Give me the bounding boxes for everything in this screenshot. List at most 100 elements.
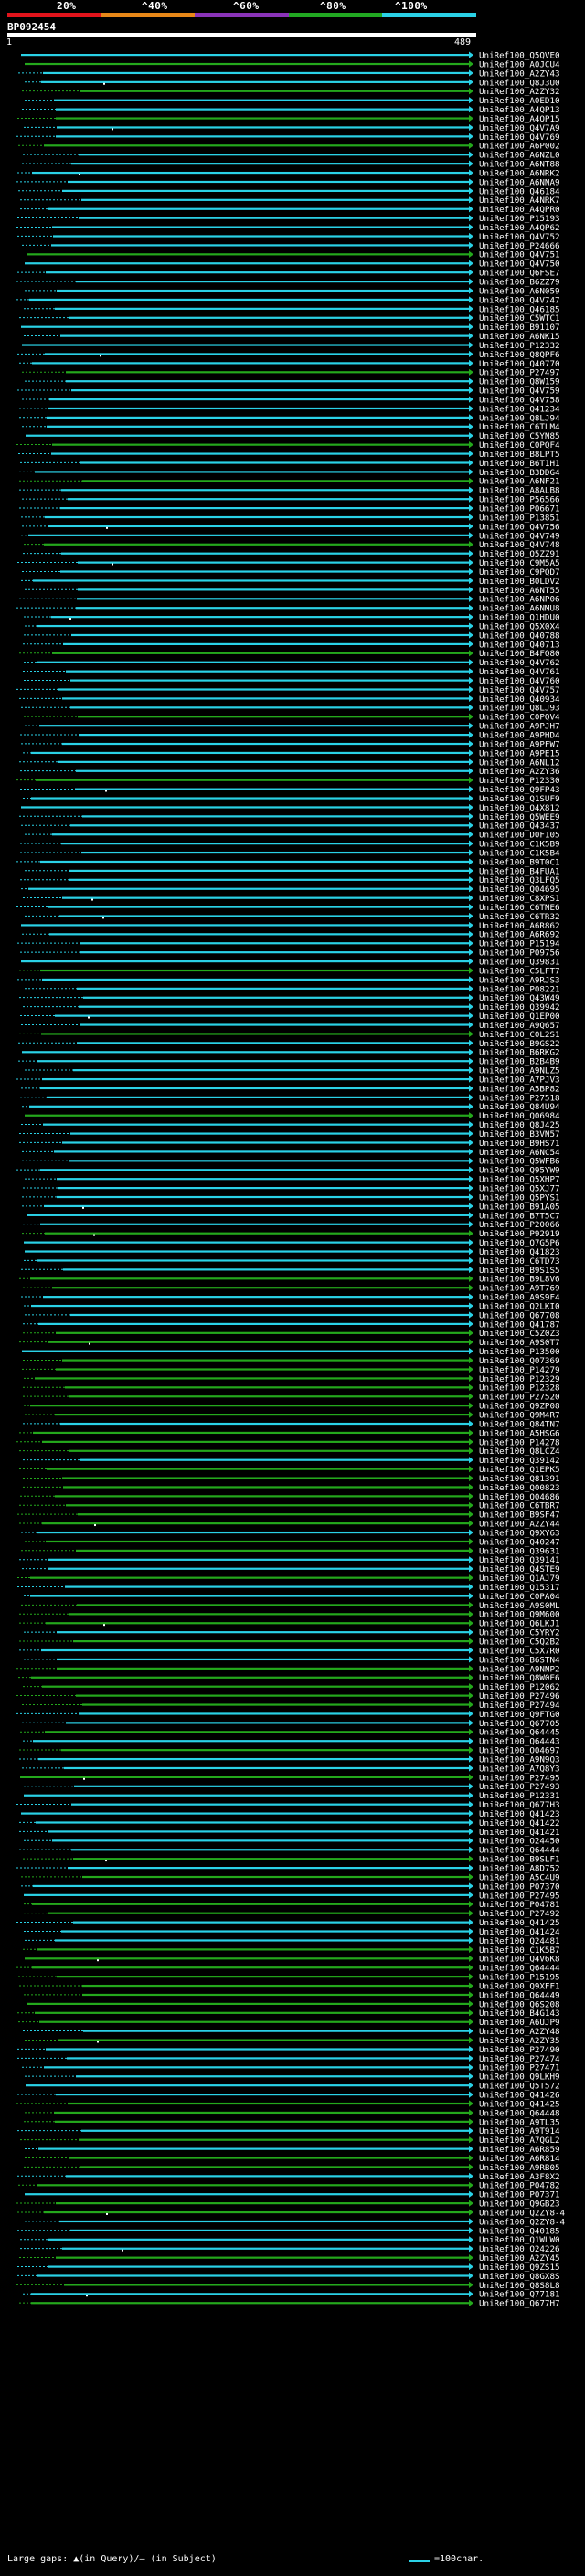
hit-row[interactable]: UniRef100_O24450 xyxy=(24,1837,560,1847)
hit-row[interactable]: UniRef100_A9PHD4 xyxy=(20,731,560,741)
hit-row[interactable]: UniRef100_Q1HDU0 xyxy=(24,613,560,623)
hit-row[interactable]: UniRef100_C0L2S1 xyxy=(19,1030,560,1040)
hit-row[interactable]: UniRef100_C5Q2B2 xyxy=(19,1638,560,1648)
hit-row[interactable]: UniRef100_P27495 xyxy=(24,1891,560,1901)
hit-row[interactable]: UniRef100_P27518 xyxy=(20,1093,560,1103)
hit-row[interactable]: UniRef100_Q4STE9 xyxy=(22,1564,560,1574)
hit-row[interactable]: UniRef100_Q4V750 xyxy=(25,260,560,270)
hit-row[interactable]: UniRef100_Q6FSE7 xyxy=(17,269,560,279)
hit-row[interactable]: UniRef100_P27490 xyxy=(17,2045,560,2055)
hit-row[interactable]: UniRef100_Q39141 xyxy=(19,1555,560,1565)
hit-row[interactable]: UniRef100_P07370 xyxy=(21,1882,560,1892)
hit-row[interactable]: UniRef100_Q46184 xyxy=(18,186,560,196)
hit-row[interactable]: UniRef100_A6NRK2 xyxy=(17,168,560,178)
hit-row[interactable]: UniRef100_P07371 xyxy=(25,2190,560,2200)
hit-row[interactable]: UniRef100_C5YRY2 xyxy=(24,1628,560,1638)
hit-row[interactable]: UniRef100_P14279 xyxy=(22,1365,560,1375)
hit-row[interactable]: UniRef100_Q4V752 xyxy=(17,232,560,242)
hit-row[interactable]: UniRef100_C0PQF4 xyxy=(16,440,560,451)
hit-row[interactable]: UniRef100_C8XPS1 xyxy=(23,894,560,904)
hit-row[interactable]: UniRef100_A9NNP2 xyxy=(16,1664,560,1674)
hit-row[interactable]: UniRef100_P12062 xyxy=(23,1682,560,1692)
hit-row[interactable]: UniRef100_Q41422 xyxy=(19,1818,560,1829)
hit-row[interactable]: UniRef100_A9T914 xyxy=(17,2126,560,2136)
hit-row[interactable]: UniRef100_A9Q657 xyxy=(21,1021,560,1031)
hit-row[interactable]: UniRef100_A8ALB8 xyxy=(19,486,560,496)
hit-row[interactable]: UniRef100_Q41421 xyxy=(19,1828,560,1838)
hit-row[interactable]: UniRef100_A7PJV3 xyxy=(16,1075,560,1085)
hit-row[interactable]: UniRef100_A4QP62 xyxy=(16,223,560,233)
hit-row[interactable]: UniRef100_A9PJH7 xyxy=(25,722,560,732)
hit-row[interactable]: UniRef100_Q43W49 xyxy=(19,993,560,1003)
hit-row[interactable]: UniRef100_P14278 xyxy=(16,1437,560,1447)
hit-row[interactable]: UniRef100_B4G143 xyxy=(17,2009,560,2019)
hit-row[interactable]: UniRef100_P08221 xyxy=(25,984,560,994)
hit-row[interactable]: UniRef100_A8D752 xyxy=(16,1864,560,1874)
hit-row[interactable]: UniRef100_Q2ZY8-4 xyxy=(17,2208,566,2218)
hit-row[interactable]: UniRef100_P27471 xyxy=(22,2063,560,2073)
hit-row[interactable]: UniRef100_P12328 xyxy=(23,1383,560,1394)
hit-row[interactable]: UniRef100_Q1SUF9 xyxy=(23,794,560,804)
hit-row[interactable]: UniRef100_A5HSG6 xyxy=(19,1428,560,1438)
hit-row[interactable]: UniRef100_Q677H3 xyxy=(16,1800,560,1810)
hit-row[interactable]: UniRef100_O04697 xyxy=(19,1746,560,1756)
hit-row[interactable]: UniRef100_Q677H7 xyxy=(19,2299,560,2309)
hit-row[interactable]: UniRef100_Q64444 xyxy=(16,1964,560,1974)
hit-row[interactable]: UniRef100_A9S0T7 xyxy=(19,1338,560,1348)
hit-row[interactable]: UniRef100_P92919 xyxy=(22,1229,560,1239)
hit-row[interactable]: UniRef100_A9NLZ5 xyxy=(25,1066,560,1076)
hit-row[interactable]: UniRef100_B91A05 xyxy=(22,1202,560,1212)
hit-row[interactable]: UniRef100_Q4V769 xyxy=(16,133,560,143)
hit-row[interactable]: UniRef100_Q8QPF6 xyxy=(17,350,560,360)
hit-row[interactable]: UniRef100_B6ZZ79 xyxy=(16,278,560,288)
hit-row[interactable]: UniRef100_Q43437 xyxy=(21,822,560,832)
hit-row[interactable]: UniRef100_Q8W0E6 xyxy=(18,1673,560,1683)
hit-row[interactable]: UniRef100_A4NRK7 xyxy=(20,196,560,206)
hit-row[interactable]: UniRef100_A4QPR0 xyxy=(20,205,560,215)
hit-row[interactable]: UniRef100_B91107 xyxy=(21,323,560,333)
hit-row[interactable]: UniRef100_B9SF47 xyxy=(17,1511,560,1521)
hit-row[interactable]: UniRef100_Q9XFF1 xyxy=(19,1981,560,1991)
hit-row[interactable]: UniRef100_P12332 xyxy=(22,341,560,351)
hit-row[interactable]: UniRef100_Q40713 xyxy=(23,640,560,650)
hit-row[interactable]: UniRef100_A6NT88 xyxy=(22,160,560,170)
hit-row[interactable]: UniRef100_A6NMU8 xyxy=(16,604,560,614)
hit-row[interactable]: UniRef100_P15193 xyxy=(17,214,560,224)
hit-row[interactable]: UniRef100_A6NP06 xyxy=(19,595,560,605)
hit-row[interactable]: UniRef100_Q6S208 xyxy=(27,1999,560,2009)
hit-row[interactable]: UniRef100_C0PQV4 xyxy=(24,713,560,723)
hit-row[interactable]: UniRef100_B7T5C7 xyxy=(27,1211,560,1221)
hit-row[interactable]: UniRef100_Q40770 xyxy=(19,359,560,369)
hit-row[interactable]: UniRef100_Q5QVE0 xyxy=(21,51,560,61)
hit-row[interactable]: UniRef100_Q8J425 xyxy=(21,1120,560,1130)
hit-row[interactable]: UniRef100_C1K5B4 xyxy=(20,848,560,858)
hit-row[interactable]: UniRef100_A5C4U9 xyxy=(21,1872,560,1882)
hit-row[interactable]: UniRef100_Q1WLW0 xyxy=(20,2235,560,2245)
hit-row[interactable]: UniRef100_Q39831 xyxy=(21,958,560,968)
hit-row[interactable]: UniRef100_A6UJP9 xyxy=(18,2018,560,2028)
hit-row[interactable]: UniRef100_A6R814 xyxy=(25,2154,560,2164)
hit-row[interactable]: UniRef100_A6NT55 xyxy=(25,586,560,596)
hit-row[interactable]: UniRef100_C5WTC1 xyxy=(19,313,560,323)
hit-row[interactable]: UniRef100_Q41234 xyxy=(19,404,560,414)
hit-row[interactable]: UniRef100_Q4V749 xyxy=(21,531,560,541)
hit-row[interactable]: UniRef100_Q41425 xyxy=(16,2099,560,2109)
hit-row[interactable]: UniRef100_Q46185 xyxy=(24,304,560,314)
hit-row[interactable]: UniRef100_A6NC54 xyxy=(22,1148,560,1158)
hit-row[interactable]: UniRef100_Q8J3U0 xyxy=(25,78,560,88)
hit-row[interactable]: UniRef100_B4FUA1 xyxy=(25,866,560,876)
hit-row[interactable]: UniRef100_B6T1H1 xyxy=(20,459,560,469)
hit-row[interactable]: UniRef100_B9L8V6 xyxy=(19,1275,560,1285)
hit-row[interactable]: UniRef100_Q9ZS15 xyxy=(17,2263,560,2273)
hit-row[interactable]: UniRef100_C1K5B9 xyxy=(20,840,560,850)
hit-row[interactable]: UniRef100_Q2LKI0 xyxy=(24,1301,560,1311)
hit-row[interactable]: UniRef100_A2ZY43 xyxy=(18,69,560,79)
hit-row[interactable]: UniRef100_Q1EPK5 xyxy=(19,1465,560,1475)
hit-row[interactable]: UniRef100_Q40247 xyxy=(25,1537,560,1547)
hit-row[interactable]: UniRef100_Q9FTG0 xyxy=(16,1710,560,1720)
hit-row[interactable]: UniRef100_Q39631 xyxy=(21,1546,560,1556)
hit-row[interactable]: UniRef100_A2ZY32 xyxy=(22,87,560,97)
hit-row[interactable]: UniRef100_Q64449 xyxy=(24,1990,560,2000)
hit-row[interactable]: UniRef100_Q95YW9 xyxy=(16,1166,560,1176)
hit-row[interactable]: UniRef100_Q4V760 xyxy=(24,676,560,686)
